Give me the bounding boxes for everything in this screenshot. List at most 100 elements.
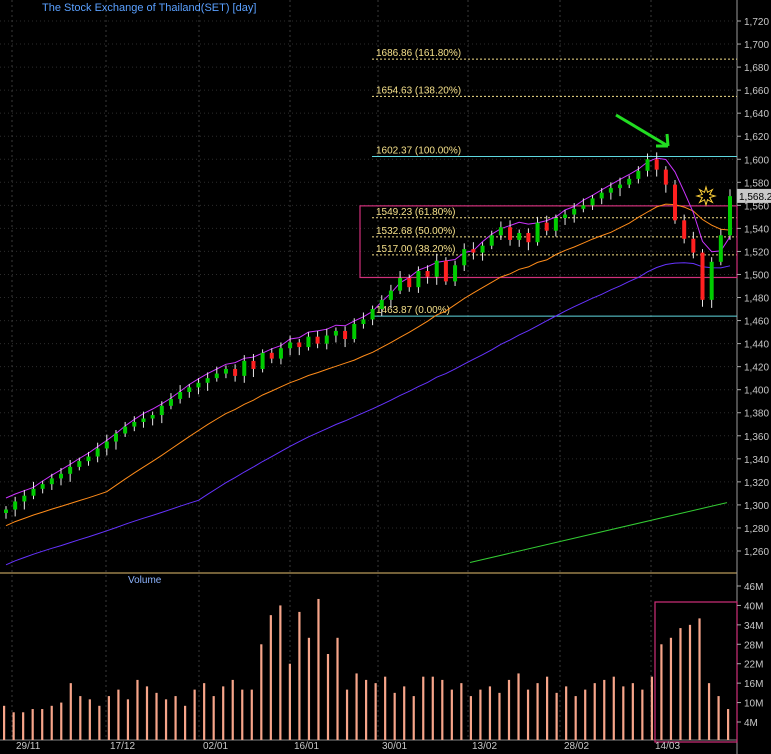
candle-up xyxy=(159,405,164,416)
candle-up xyxy=(306,336,311,348)
candle-up xyxy=(535,222,540,243)
candle-up xyxy=(416,271,421,288)
volume-bar xyxy=(679,628,682,740)
volume-bar xyxy=(317,598,320,740)
volume-bar xyxy=(193,689,196,740)
upper-band-line xyxy=(5,157,731,499)
candle-up xyxy=(718,235,723,262)
candle-up xyxy=(517,233,522,240)
volume-bar xyxy=(117,689,120,740)
y-tick-label: 1,300 xyxy=(744,501,769,512)
highlight-box-price xyxy=(359,205,738,279)
volume-bar xyxy=(3,705,6,740)
candle-down xyxy=(673,184,678,221)
volume-bar xyxy=(507,679,511,740)
candle-up xyxy=(214,373,219,379)
volume-bar xyxy=(345,689,349,740)
candle-down xyxy=(544,222,549,231)
x-tick-label: 28/02 xyxy=(564,741,589,752)
candle-up xyxy=(563,214,568,219)
fib-level-label: 1532.68 (50.00%) xyxy=(376,226,456,237)
candle-down xyxy=(471,249,476,253)
candle-down xyxy=(654,159,659,170)
candle-up xyxy=(370,309,375,320)
volume-bar xyxy=(126,699,130,740)
volume-bar xyxy=(355,673,358,740)
candle-up xyxy=(480,245,485,253)
candle-down xyxy=(508,227,513,240)
volume-bar xyxy=(660,644,663,740)
volume-bar xyxy=(498,692,501,740)
volume-bar xyxy=(603,679,606,740)
candle-up xyxy=(288,342,293,349)
y-tick-label: 1,360 xyxy=(744,432,769,443)
y-tick-label: 1,520 xyxy=(744,247,769,258)
candle-up xyxy=(223,368,228,374)
y-tick-label: 1,320 xyxy=(744,478,769,489)
fib-level-label: 1654.63 (138.20%) xyxy=(376,85,461,96)
volume-bars xyxy=(3,598,738,743)
candle-up xyxy=(462,249,467,266)
candle-down xyxy=(682,220,687,239)
y-tick-label: 1,400 xyxy=(744,386,769,397)
candle-up xyxy=(104,441,109,449)
candle-down xyxy=(297,342,302,348)
x-tick-label: 13/02 xyxy=(472,741,497,752)
volume-bar xyxy=(517,673,520,740)
y-tick-label: 1,420 xyxy=(744,363,769,374)
volume-bar xyxy=(184,705,187,740)
volume-bar xyxy=(279,605,282,740)
candle-up xyxy=(242,360,247,376)
candle-up xyxy=(168,398,173,406)
fibonacci-levels: 1740.00 (200.00%)1686.86 (161.80%)1654.6… xyxy=(359,48,738,317)
candle-up xyxy=(498,227,503,236)
star-burst-icon xyxy=(695,185,717,207)
candle-down xyxy=(443,260,448,282)
volume-bar xyxy=(155,692,158,740)
y-tick-label: 1,680 xyxy=(744,63,769,74)
y-tick-label: 1,480 xyxy=(744,294,769,305)
fib-level-label: 1549.23 (61.80%) xyxy=(376,207,456,218)
chart-title: The Stock Exchange of Thailand(SET) [day… xyxy=(42,2,257,14)
candle-up xyxy=(68,466,73,474)
x-tick-label: 29/11 xyxy=(16,741,41,752)
candle-up xyxy=(398,277,403,291)
candle-up xyxy=(645,159,650,171)
volume-bar xyxy=(31,709,34,740)
candle-down xyxy=(251,360,256,369)
volume-bar xyxy=(203,683,206,740)
down-right-arrow-icon xyxy=(615,113,669,148)
volume-bar xyxy=(584,689,587,740)
volume-bar xyxy=(336,637,339,740)
candle-up xyxy=(627,178,632,185)
volume-bar xyxy=(593,683,596,740)
candle-up xyxy=(581,205,586,209)
candle-up xyxy=(333,330,338,336)
volume-bar xyxy=(565,686,568,740)
candle-down xyxy=(700,252,705,300)
volume-y-tick-label: 34M xyxy=(744,621,763,632)
candle-down xyxy=(269,352,274,359)
volume-bar xyxy=(669,637,673,740)
volume-panel-label: Volume xyxy=(128,575,162,586)
volume-bar xyxy=(555,692,558,740)
y-tick-label: 1,380 xyxy=(744,409,769,420)
candle-up xyxy=(728,196,732,236)
fib-level-label: 1686.86 (161.80%) xyxy=(376,48,461,59)
volume-bar xyxy=(307,637,311,740)
volume-bar xyxy=(546,676,549,740)
volume-bar xyxy=(717,696,720,740)
y-tick-label: 1,620 xyxy=(744,132,769,143)
x-axis: 29/11 17/12 02/01 16/01 30/01 13/02 28/02 14/03 xyxy=(16,741,680,752)
volume-bar xyxy=(574,696,577,740)
volume-bar xyxy=(288,663,291,740)
candle-up xyxy=(49,478,54,485)
volume-bar xyxy=(431,676,434,740)
volume-bar xyxy=(622,686,625,740)
volume-bar xyxy=(641,689,644,740)
candle-up xyxy=(132,421,137,427)
volume-bar xyxy=(69,683,72,740)
volume-bar xyxy=(460,683,463,740)
grid-lines xyxy=(0,0,738,754)
candle-down xyxy=(425,271,430,277)
